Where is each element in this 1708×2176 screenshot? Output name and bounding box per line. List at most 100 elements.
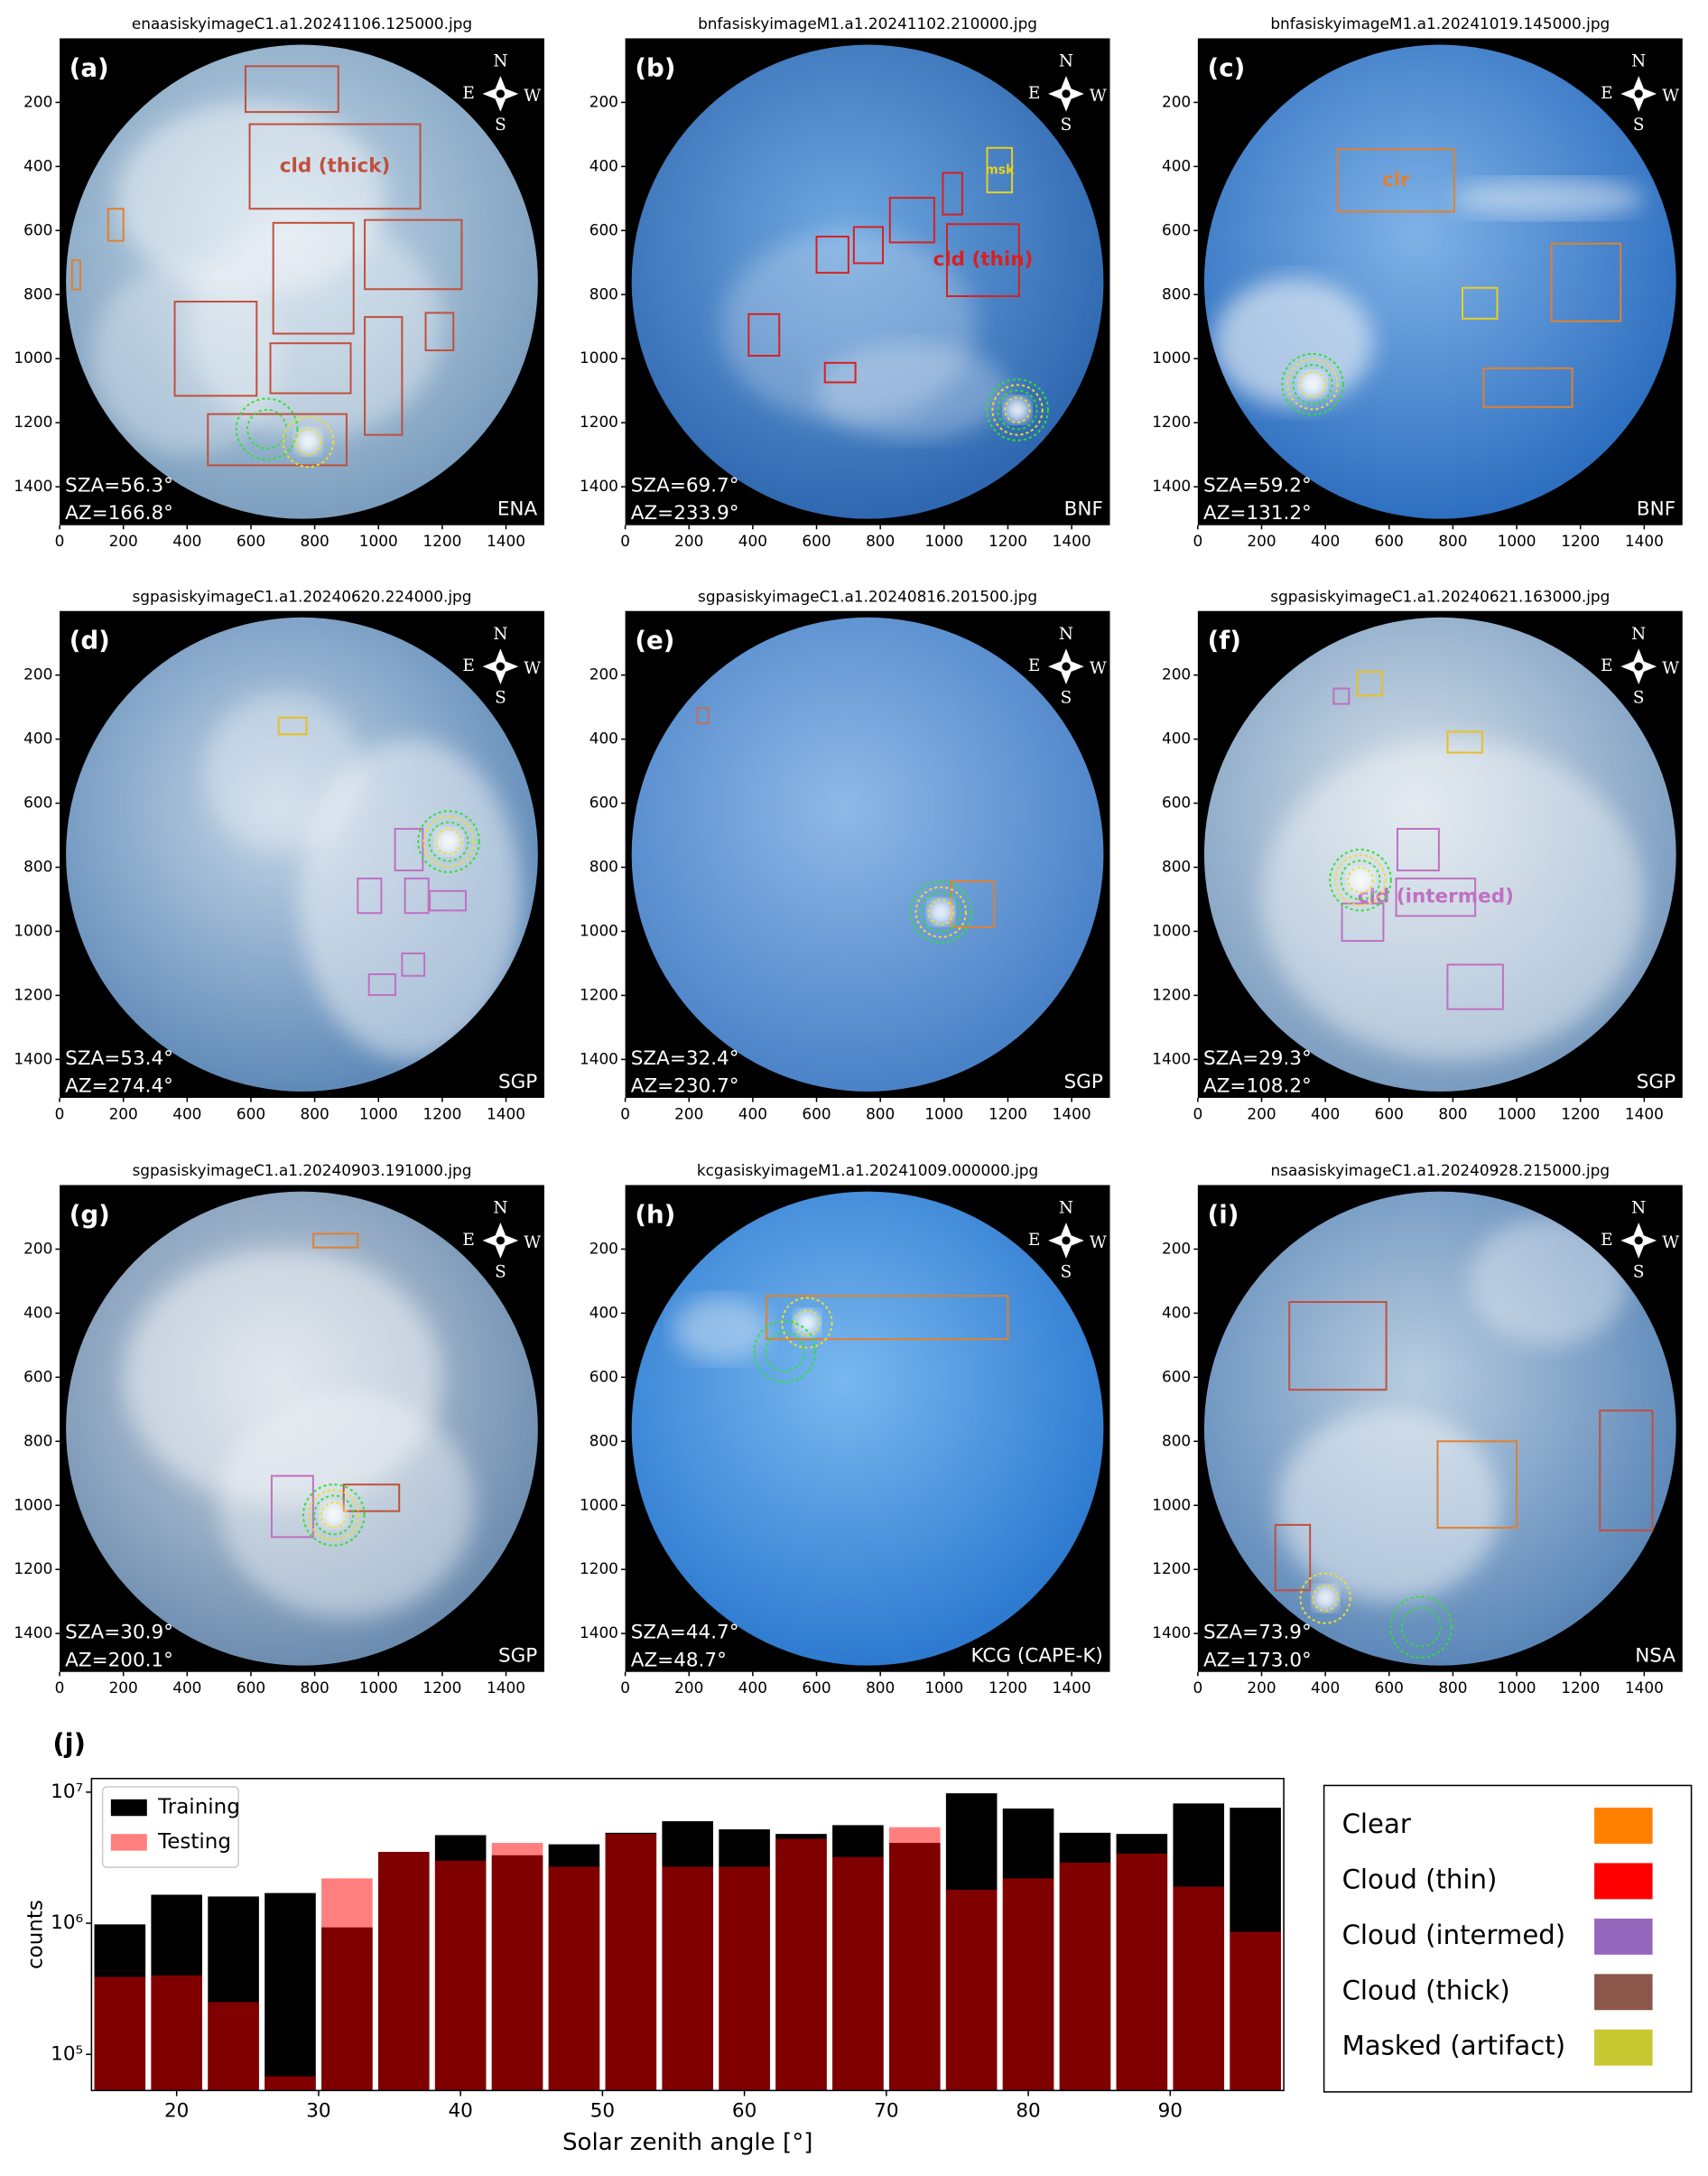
sun-circle-green bbox=[302, 1483, 366, 1547]
y-tick-label: 800 bbox=[23, 858, 52, 876]
x-tick-label: 400 bbox=[1311, 532, 1340, 550]
compass-letter: W bbox=[1662, 659, 1679, 678]
y-axis-label: counts bbox=[23, 1900, 47, 1969]
x-tick-label: 1400 bbox=[1625, 1678, 1664, 1697]
x-tick-label: 400 bbox=[738, 1104, 767, 1122]
x-tick-label: 1400 bbox=[1625, 1104, 1664, 1122]
y-tick-label: 200 bbox=[1162, 92, 1191, 110]
annotation-box bbox=[1446, 730, 1483, 754]
y-tick-label: 1200 bbox=[14, 985, 52, 1003]
sky-panel: nsaasiskyimageC1.a1.20240928.215000.jpg (… bbox=[1152, 1161, 1683, 1697]
cloud bbox=[816, 342, 1008, 439]
annotation-box bbox=[401, 952, 426, 977]
x-tick-label: 200 bbox=[109, 1104, 138, 1122]
sun-circle-yellow bbox=[1286, 358, 1339, 411]
x-tick-label: 800 bbox=[866, 1104, 895, 1122]
y-tick-label: 200 bbox=[1162, 1239, 1191, 1257]
site-label: SGP bbox=[1064, 1071, 1103, 1093]
panel-label: (e) bbox=[635, 626, 674, 656]
y-tick-label: 600 bbox=[1162, 1367, 1191, 1385]
az-label: AZ=48.7° bbox=[631, 1649, 727, 1671]
annotation-label: cld (intermed) bbox=[1358, 886, 1514, 908]
y-tick-label: 1400 bbox=[14, 1049, 52, 1067]
x-tick-label: 400 bbox=[1311, 1678, 1340, 1697]
bar bbox=[434, 1860, 487, 2091]
sza-label: SZA=69.7° bbox=[631, 475, 739, 498]
sza-label: SZA=59.2° bbox=[1203, 475, 1312, 498]
panel-title: bnfasiskyimageM1.a1.20241102.210000.jpg bbox=[698, 14, 1037, 33]
class-legend-label: Cloud (thick) bbox=[1342, 1975, 1510, 2005]
y-tick-label: 400 bbox=[1162, 1303, 1191, 1321]
bar bbox=[1116, 1853, 1168, 2091]
sun-circle-yellow-inner bbox=[1004, 396, 1031, 423]
sky-panel: enaasiskyimageC1.a1.20241106.125000.jpg c… bbox=[14, 14, 544, 550]
x-tick-label: 1200 bbox=[422, 1678, 461, 1697]
sza-label: SZA=32.4° bbox=[631, 1047, 739, 1070]
sun-circle-yellow-inner bbox=[1347, 866, 1374, 894]
y-tick-label: 200 bbox=[589, 665, 618, 683]
bar bbox=[94, 1976, 146, 2091]
annotation-box bbox=[696, 707, 710, 725]
class-legend-swatch bbox=[1594, 1863, 1653, 1900]
x-tick-label: 40 bbox=[448, 2099, 472, 2122]
y-tick-label: 1000 bbox=[1152, 921, 1191, 939]
compass-letter: W bbox=[1090, 1233, 1107, 1252]
x-tick-label: 80 bbox=[1016, 2099, 1040, 2122]
sza-label: SZA=29.3° bbox=[1203, 1047, 1312, 1070]
sza-label: SZA=56.3° bbox=[65, 475, 173, 498]
y-tick-label: 400 bbox=[23, 730, 52, 748]
x-tick-label: 200 bbox=[1247, 532, 1276, 550]
sky-panel: sgpasiskyimageC1.a1.20240621.163000.jpg c… bbox=[1152, 587, 1683, 1122]
panel-title: sgpasiskyimageC1.a1.20240903.191000.jpg bbox=[132, 1161, 471, 1179]
site-label: KCG (CAPE-K) bbox=[970, 1645, 1102, 1668]
x-tick-label: 200 bbox=[674, 532, 703, 550]
compass-letter: S bbox=[1061, 688, 1072, 707]
sun-glow bbox=[295, 429, 321, 455]
annotation-box bbox=[766, 1295, 1009, 1341]
az-label: AZ=173.0° bbox=[1203, 1649, 1312, 1671]
y-tick-label: 1200 bbox=[580, 1559, 618, 1577]
x-tick-label: 1400 bbox=[1053, 532, 1091, 550]
compass-letter: E bbox=[1601, 84, 1612, 103]
y-tick-label: 800 bbox=[589, 284, 618, 302]
sun-circle-green bbox=[1389, 1595, 1453, 1659]
panel-label: (d) bbox=[70, 626, 110, 656]
sun-glow bbox=[1313, 1586, 1338, 1611]
annotation-box bbox=[1550, 242, 1622, 322]
x-tick-label: 1400 bbox=[487, 532, 525, 550]
x-tick-label: 1200 bbox=[1561, 532, 1600, 550]
annotation-box bbox=[207, 413, 348, 467]
compass-center bbox=[496, 1236, 505, 1245]
annotation-box bbox=[429, 889, 468, 912]
sun-circle-yellow-inner bbox=[320, 1502, 348, 1529]
site-label: NSA bbox=[1635, 1645, 1676, 1668]
y-tick-label: 1000 bbox=[14, 1495, 52, 1513]
cloud bbox=[1453, 179, 1645, 219]
y-tick-label: 1200 bbox=[580, 985, 618, 1003]
sun-glow bbox=[436, 829, 461, 854]
compass-center bbox=[1062, 89, 1071, 98]
sun-circle-yellow-inner bbox=[1299, 370, 1326, 398]
annotation-box bbox=[1482, 367, 1573, 408]
panel-title: sgpasiskyimageC1.a1.20240816.201500.jpg bbox=[698, 587, 1037, 605]
annotation-box bbox=[272, 221, 355, 335]
y-tick-label: 1400 bbox=[580, 1623, 618, 1641]
y-tick-label: 400 bbox=[23, 1303, 52, 1321]
panel-label: (c) bbox=[1208, 52, 1246, 82]
legend-swatch bbox=[110, 1799, 147, 1817]
x-tick-label: 600 bbox=[1375, 1104, 1404, 1122]
site-label: BNF bbox=[1637, 498, 1676, 521]
x-tick-label: 1000 bbox=[924, 532, 963, 550]
x-tick-label: 90 bbox=[1158, 2099, 1183, 2122]
y-tick-label: 800 bbox=[23, 284, 52, 302]
sun-glow bbox=[320, 1502, 347, 1528]
y-tick-label: 1200 bbox=[14, 1559, 52, 1577]
x-tick-label: 60 bbox=[732, 2099, 757, 2122]
compass-letter: S bbox=[495, 1262, 506, 1281]
x-tick-label: 0 bbox=[55, 1678, 65, 1697]
compass-letter: N bbox=[1631, 625, 1646, 644]
x-tick-label: 800 bbox=[300, 532, 329, 550]
x-tick-label: 800 bbox=[866, 1678, 895, 1697]
panel-title: enaasiskyimageC1.a1.20241106.125000.jpg bbox=[132, 14, 472, 33]
y-tick-label: 400 bbox=[1162, 730, 1191, 748]
